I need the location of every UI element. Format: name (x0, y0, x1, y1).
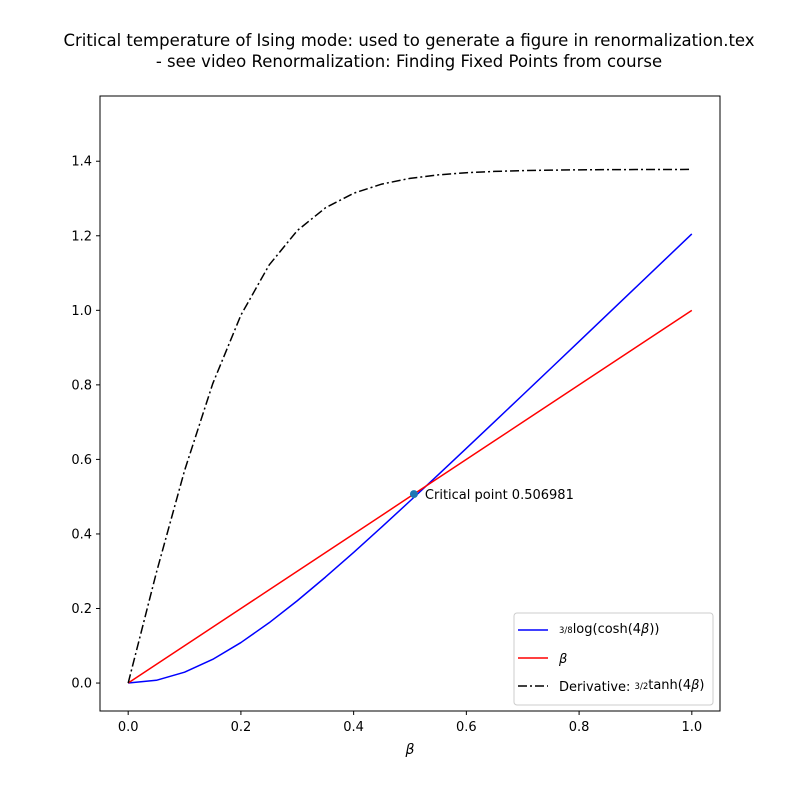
chart-title-line2: - see video Renormalization: Finding Fix… (156, 52, 662, 71)
critical-point-group: Critical point 0.506981 (409, 488, 574, 503)
legend-box (513, 612, 714, 706)
y-tick-label: 0.8 (71, 378, 92, 393)
legend-label-0: 3/8log(cosh(4β)) (559, 622, 660, 637)
y-tick-label: 1.4 (71, 155, 92, 170)
legend-label-2: Derivative: 3/2tanh(4β) (559, 678, 705, 695)
legend: 3/8log(cosh(4β)) β Derivative: 3/2tanh(4β) (513, 612, 714, 706)
legend-label-1: β (558, 652, 567, 667)
plot-frame (99, 95, 721, 712)
x-tick-label: 0.0 (118, 720, 139, 735)
y-axis-ticks: 0.0 0.2 0.4 0.6 0.8 1.0 1.2 1.4 (71, 155, 100, 692)
y-tick-label: 1.2 (71, 229, 92, 244)
y-tick-label: 1.0 (71, 304, 92, 319)
x-tick-label: 0.8 (569, 720, 590, 735)
y-tick-label: 0.0 (71, 677, 92, 692)
series-line-2 (127, 168, 692, 684)
x-tick-label: 0.2 (231, 720, 252, 735)
plot-lines (127, 168, 693, 684)
x-tick-label: 1.0 (681, 720, 702, 735)
x-axis-ticks: 0.0 0.2 0.4 0.6 0.8 1.0 (118, 711, 702, 735)
y-tick-label: 0.6 (71, 453, 92, 468)
chart-title-line1: Critical temperature of Ising mode: used… (63, 31, 754, 50)
x-axis-label: β (405, 742, 415, 758)
y-tick-label: 0.2 (71, 602, 92, 617)
x-tick-label: 0.4 (343, 720, 364, 735)
series-line-0 (128, 233, 693, 684)
critical-point-marker (409, 490, 418, 499)
series-line-1 (127, 309, 693, 684)
y-tick-label: 0.4 (71, 527, 92, 542)
critical-point-label: Critical point 0.506981 (425, 488, 574, 503)
x-tick-label: 0.6 (456, 720, 477, 735)
